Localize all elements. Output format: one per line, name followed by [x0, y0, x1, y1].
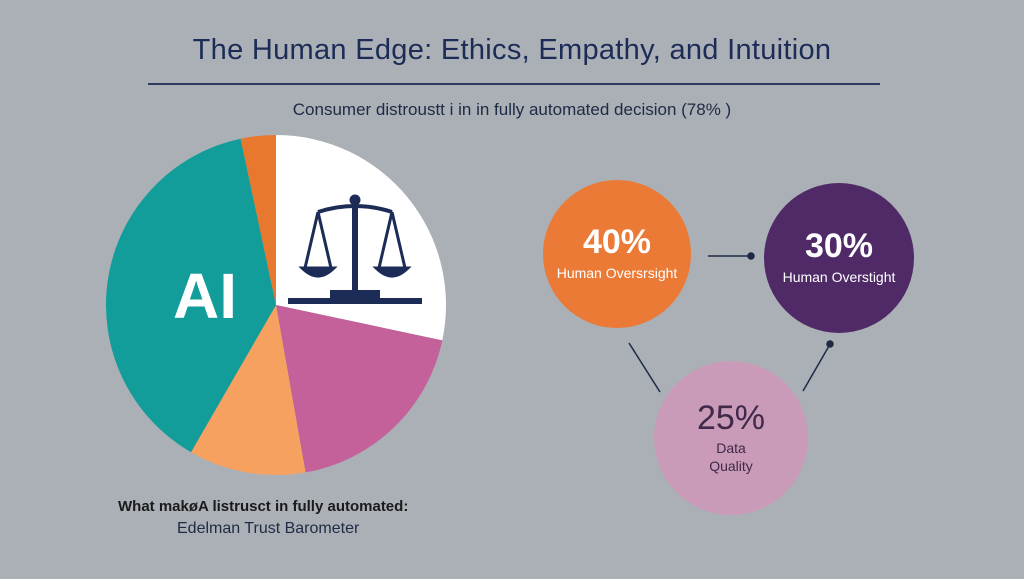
pie-slice-orange: [240, 135, 276, 305]
stat-circle-human-oversight-40: 40% Human Oversrsight: [543, 180, 691, 328]
pie-slice-light-orange: [191, 305, 306, 476]
pie-slice-teal: [106, 138, 276, 453]
subtitle: Consumer distroustt i in in fully automa…: [292, 100, 732, 119]
footer-source: Edelman Trust Barometer: [177, 520, 360, 537]
stat-label: Data Quality: [709, 440, 753, 474]
diagram-connectors: [628, 252, 834, 393]
stat-label: Human Oversrsight: [556, 265, 678, 282]
stat-percent: 30%: [804, 227, 874, 266]
pie-slice-white: [276, 135, 446, 341]
stat-percent: 40%: [582, 223, 652, 262]
footer-caption: What makøA listrusct in fully automated:: [118, 498, 409, 515]
stat-circle-human-oversight-30: 30% Human Overstight: [764, 183, 914, 333]
pie-label-ai: AI: [173, 260, 237, 332]
stat-percent: 25%: [696, 398, 766, 437]
stat-label: Human Overstight: [782, 269, 896, 286]
stat-circle-data-quality-25: 25% Data Quality: [654, 361, 808, 515]
page-title: The Human Edge: Ethics, Empathy, and Int…: [192, 34, 832, 66]
scales-of-justice-icon: [288, 194, 422, 304]
title-divider: [148, 83, 880, 85]
pie-slice-pink: [276, 305, 443, 473]
